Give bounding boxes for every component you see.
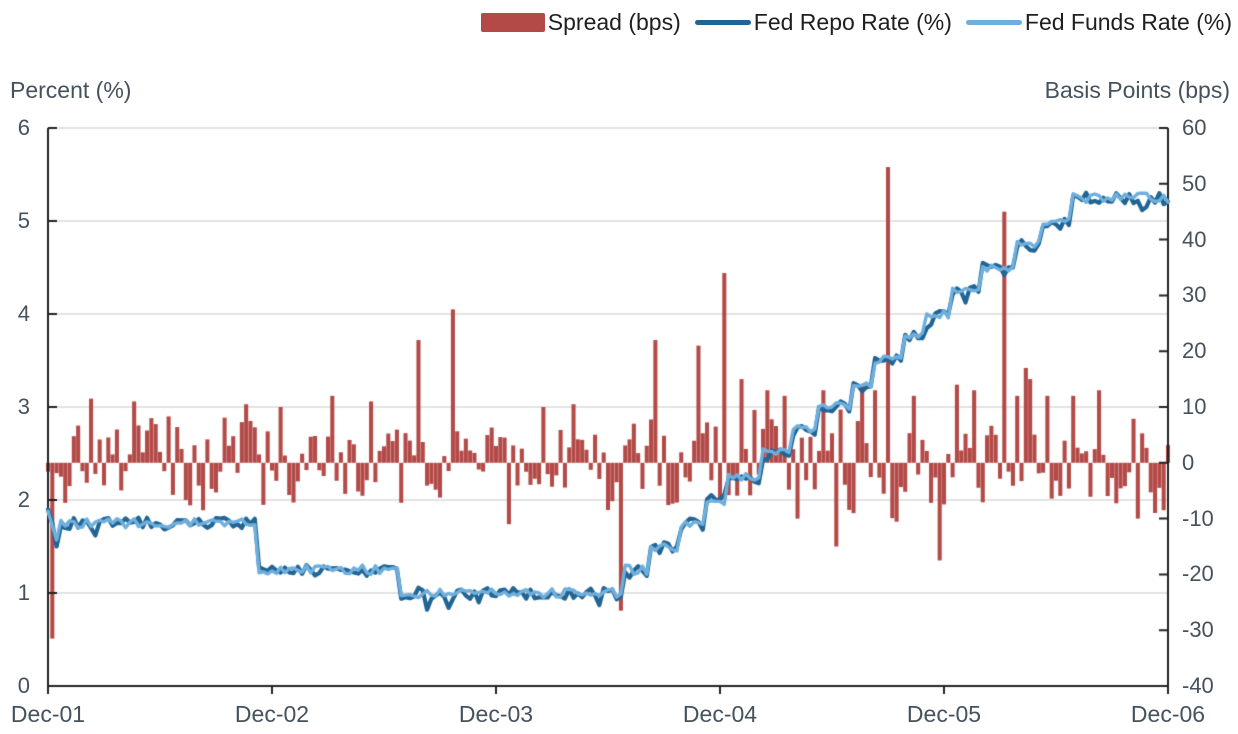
x-axis-tick-label: Dec-02 [234,701,310,727]
x-axis-tick-label: Dec-01 [10,701,86,727]
left-axis-tick-label: 2 [17,487,30,512]
legend-item: Fed Repo Rate (%) [694,9,952,36]
legend-item-label: Fed Repo Rate (%) [753,9,952,35]
right-axis-title: Basis Points (bps) [1044,77,1230,103]
left-axis-tick-label: 4 [17,301,30,326]
right-axis-tick-label: 30 [1182,282,1207,308]
right-axis-tick-label: -10 [1182,505,1214,531]
left-axis-title: Percent (%) [10,77,132,103]
legend-item: Spread (bps) [480,9,681,36]
chart-legend: Spread (bps) Fed Repo Rate (%) Fed Funds R… [480,9,1232,36]
x-axis-tick-label: Dec-06 [1130,701,1206,727]
legend-bar-swatch [480,13,545,32]
legend-item-label: Fed Funds Rate (%) [1024,9,1232,35]
x-axis-tick-label: Dec-04 [682,701,758,727]
left-axis-tick-label: 6 [17,115,30,140]
legend-item-label: Spread (bps) [547,9,681,35]
right-axis-tick-label: 50 [1182,170,1207,196]
x-axis-tick-label: Dec-03 [458,701,534,727]
left-axis-tick-label: 0 [17,673,30,698]
legend-item: Fed Funds Rate (%) [965,9,1232,36]
x-axis-tick-label: Dec-05 [906,701,982,727]
right-axis-tick-label: -40 [1182,673,1214,698]
right-axis-tick-label: 20 [1182,338,1207,364]
right-axis-tick-label: 10 [1182,394,1207,419]
legend-line-swatch [694,20,751,25]
legend-line-swatch [965,20,1022,25]
right-axis-tick-label: -30 [1182,617,1214,643]
right-axis-tick-label: -20 [1182,561,1214,587]
right-axis-tick-label: 0 [1182,449,1195,475]
left-axis-tick-label: 3 [17,394,30,419]
right-axis-tick-label: 60 [1182,115,1207,140]
left-axis-tick-label: 5 [17,208,30,233]
right-axis-tick-label: 40 [1182,226,1207,252]
left-axis-tick-label: 1 [17,580,30,605]
